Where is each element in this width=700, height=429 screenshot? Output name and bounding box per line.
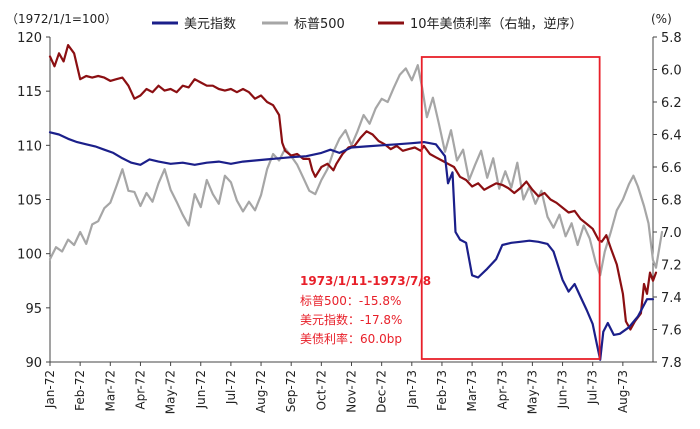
x-tick-label: Nov-72 — [345, 370, 359, 413]
right-axis-unit: (%) — [651, 12, 672, 26]
dxy-line — [48, 131, 655, 361]
axes: 120 115 110 105 100 95 90 5.8 6.0 6.2 6.4 6.6 6.8 7.0… — [17, 31, 682, 414]
annotation-line-dxy: 美元指数：-17.8% — [300, 312, 402, 327]
left-tick-label: 90 — [25, 356, 42, 371]
highlight-box — [420, 56, 601, 360]
x-tick-label: Apr-72 — [133, 370, 147, 410]
x-tick-label: Aug-73 — [616, 370, 630, 413]
x-tick-label: Jul-72 — [224, 370, 238, 405]
x-tick-label: Sep-72 — [284, 370, 298, 412]
x-tick-label: Jul-73 — [586, 370, 600, 405]
right-tick-label: 7.6 — [661, 324, 682, 339]
x-tick-label: Jan-73 — [405, 370, 419, 409]
legend-label-spx: 标普500 — [294, 17, 345, 32]
x-tick-label: Apr-73 — [495, 370, 509, 410]
plot-area — [48, 44, 664, 361]
x-tick-label: May-73 — [525, 370, 539, 414]
left-tick-label: 120 — [17, 31, 42, 46]
spx-line — [48, 64, 664, 277]
right-tick-label: 6.4 — [661, 129, 682, 144]
annotation-line-spx: 标普500：-15.8% — [300, 294, 401, 308]
x-tick-label: Mar-72 — [103, 370, 117, 411]
x-tick-label: Feb-72 — [73, 370, 87, 411]
left-tick-label: 105 — [17, 194, 42, 209]
legend: 美元指数 标普500 10年美债利率（右轴，逆序） — [152, 16, 583, 32]
legend-label-dxy: 美元指数 — [184, 17, 236, 32]
x-tick-label: Jun-72 — [194, 370, 208, 409]
x-tick-label: May-72 — [164, 370, 178, 414]
x-tick-label: Mar-73 — [465, 370, 479, 411]
annotation: 1973/1/11-1973/7/8 标普500：-15.8% 美元指数：-17… — [300, 274, 431, 346]
right-tick-label: 6.6 — [661, 161, 682, 176]
right-tick-label: 6.2 — [661, 96, 682, 111]
yield-line — [48, 44, 658, 331]
annotation-title: 1973/1/11-1973/7/8 — [300, 274, 431, 288]
left-axis-unit: （1972/1/1=100） — [6, 12, 117, 26]
x-tick-label: Jun-73 — [556, 370, 570, 409]
right-tick-label: 7.8 — [661, 356, 682, 371]
legend-label-yield: 10年美债利率（右轴，逆序） — [410, 16, 583, 32]
left-tick-label: 115 — [17, 85, 42, 100]
x-tick-label: Aug-72 — [254, 370, 268, 413]
right-tick-label: 6.0 — [661, 64, 682, 79]
right-tick-label: 5.8 — [661, 31, 682, 46]
left-tick-label: 95 — [25, 302, 42, 317]
left-tick-label: 100 — [17, 248, 42, 263]
right-tick-label: 7.4 — [661, 291, 682, 306]
x-tick-label: Feb-73 — [435, 370, 449, 411]
right-tick-label: 7.0 — [661, 226, 682, 241]
right-tick-label: 7.2 — [661, 259, 682, 274]
x-tick-label: Dec-72 — [375, 370, 389, 413]
x-tick-label: Oct-72 — [314, 370, 328, 410]
right-tick-label: 6.8 — [661, 194, 682, 209]
annotation-line-yield: 美债利率：60.0bp — [300, 331, 402, 346]
left-tick-label: 110 — [17, 139, 42, 154]
x-tick-label: Jan-72 — [43, 370, 57, 409]
